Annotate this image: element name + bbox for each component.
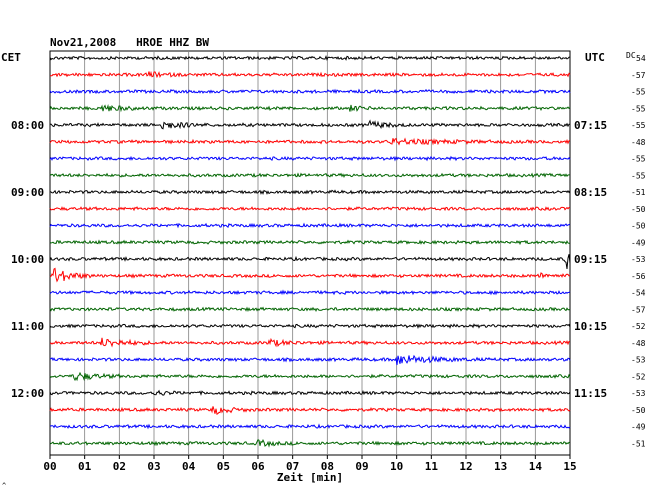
corner-mark: ^ [2,482,6,490]
cet-hour-label: 10:00 [11,253,44,266]
trace-row-16-green [49,306,571,312]
trace-row-23-blue [49,423,571,430]
trace-row-4-green [49,103,571,113]
dc-value-label: -55 [631,155,646,164]
cet-hour-label: 11:00 [11,320,44,333]
dc-value-label: -50 [631,205,646,214]
dc-value-label: -53 [631,255,646,264]
plot-title: Nov21,2008 HROE HHZ BW [50,36,209,49]
x-tick-label: 09 [355,460,368,473]
utc-hour-label: 11:15 [574,387,607,400]
dc-value-label: -53 [631,356,646,365]
dc-labels: 54 -57 -55 -55 -55 -48 -55 -55 -51 -50 -50 -49 -53 -5… [631,54,646,448]
trace-row-1-black [49,54,571,61]
dc-header: DC [626,51,636,60]
x-tick-label: 07 [286,460,299,473]
x-tick-label: 15 [563,460,576,473]
trace-row-14-red [49,267,571,283]
dc-value-label: -55 [631,88,646,97]
trace-row-3-blue [49,88,571,95]
x-tick-labels: 00 01 02 03 04 05 06 07 08 09 10 11 12 13 14 15 [43,455,577,473]
dc-value-label: -49 [631,423,646,432]
dc-value-label: -57 [631,71,646,80]
cet-hour-label: 08:00 [11,119,44,132]
x-tick-label: 11 [425,460,439,473]
x-tick-label: 08 [321,460,334,473]
trace-row-2-red [49,70,571,79]
trace-row-12-green [49,239,571,246]
dc-value-label: -57 [631,305,646,314]
dc-value-label: -53 [631,389,646,398]
trace-row-17-black [49,323,571,329]
dc-value-label: 54 [636,54,646,63]
dc-value-label: -55 [631,104,646,113]
x-tick-label: 02 [113,460,126,473]
plot-frame [49,50,571,456]
trace-row-20-green [49,371,571,382]
trace-row-7-blue [49,155,571,162]
cet-hour-label: 12:00 [11,387,44,400]
cet-axis-label: CET [1,51,21,64]
dc-value-label: -48 [631,138,646,147]
dc-value-label: -55 [631,121,646,130]
dc-value-label: -52 [631,372,646,381]
trace-row-13-black [49,254,571,269]
dc-value-label: -56 [631,272,646,281]
x-tick-label: 13 [494,460,507,473]
x-tick-label: 12 [459,460,472,473]
utc-hour-label: 10:15 [574,320,607,333]
trace-row-22-red [49,406,571,416]
trace-group [49,54,571,448]
cet-hour-label: 09:00 [11,186,44,199]
trace-row-21-black [49,389,571,396]
x-axis-label: Zeit [min] [277,471,343,484]
x-tick-label: 03 [147,460,160,473]
trace-row-9-black [49,189,571,195]
trace-row-18-red [49,337,571,348]
dc-value-label: -49 [631,238,646,247]
dc-value-label: -51 [631,188,646,197]
trace-row-24-green [49,439,571,448]
trace-row-5-black [49,119,570,130]
dc-value-label: -48 [631,339,646,348]
x-tick-label: 14 [529,460,543,473]
trace-row-11-blue [49,222,571,229]
dc-value-label: -54 [631,289,646,298]
utc-hour-label: 08:15 [574,186,607,199]
x-tick-label: 06 [251,460,265,473]
hour-labels: 08:00 07:15 09:00 08:15 10:00 09:15 11:00 10:15… [11,119,607,400]
dc-value-label: -52 [631,322,646,331]
x-tick-label: 05 [217,460,230,473]
x-tick-label: 01 [78,460,92,473]
trace-row-15-blue [49,289,571,296]
dc-value-label: -55 [631,171,646,180]
utc-hour-label: 07:15 [574,119,607,132]
trace-row-8-green [49,172,571,179]
dc-value-label: -50 [631,222,646,231]
dc-value-label: -51 [631,439,646,448]
trace-row-10-red [49,206,571,212]
utc-axis-label: UTC [585,51,605,64]
dc-value-label: -50 [631,406,646,415]
x-tick-label: 04 [182,460,196,473]
trace-row-6-red [49,137,571,146]
x-tick-label: 10 [390,460,403,473]
trace-row-19-blue [49,354,571,366]
x-tick-label: 00 [43,460,56,473]
utc-hour-label: 09:15 [574,253,607,266]
minute-grid [84,51,536,455]
